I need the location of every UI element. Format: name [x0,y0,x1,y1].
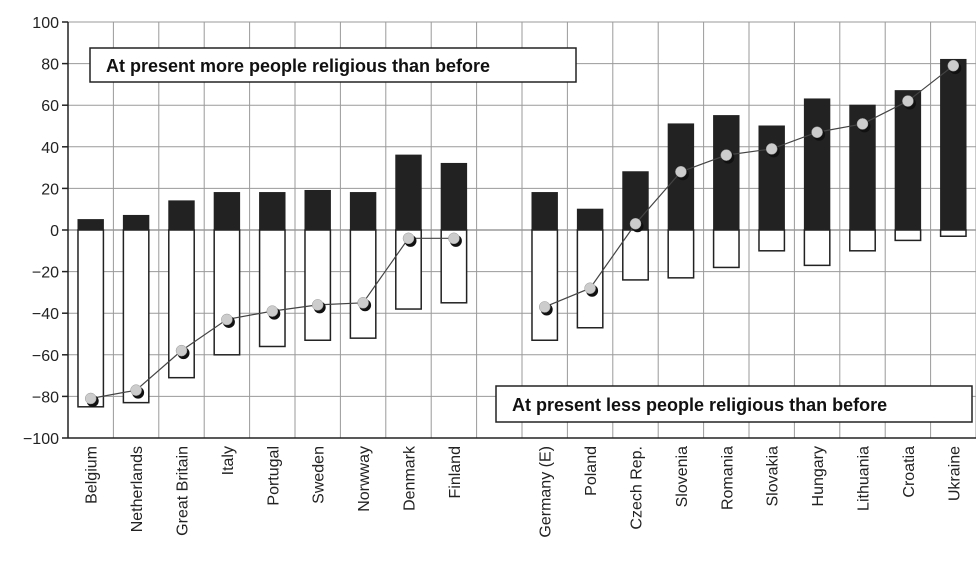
point [266,305,279,317]
x-tick-label: Hungary [810,446,827,506]
y-tick-label: −20 [32,265,59,282]
point [538,301,551,313]
bar-negative [894,229,922,242]
bar-positive [531,192,558,231]
x-tick-label: Great Britain [175,446,192,536]
bar-negative [712,229,740,269]
x-tick-label: Portugal [265,446,282,506]
bar-positive [576,208,604,231]
annotation-top-label: At present more people religious than be… [106,56,490,76]
bar-negative [622,229,649,281]
annotations: At present more people religious than be… [89,47,973,423]
x-axis: Belgium Netherlands Great Britain Italy Port… [68,437,976,538]
x-tick-label: Slovenia [674,446,691,507]
bars [77,58,967,408]
bar-positive [77,219,104,231]
bar-negative [213,229,241,356]
point [175,344,188,357]
bar-positive [758,125,785,231]
x-tick-label: Ukraine [946,446,963,501]
point [720,149,733,161]
bar-negative [258,229,286,348]
y-tick-label: 60 [41,98,59,115]
bar-negative [758,229,786,252]
bar-positive [667,123,695,231]
bar-negative [849,229,876,252]
x-tick-label: Croatia [901,446,918,498]
y-axis: 100 80 60 40 20 0 −20 −40 −60 −80 −100 [23,15,69,448]
point [357,297,369,309]
x-tick-label: Denmark [402,445,419,511]
x-tick-label: Italy [220,446,237,475]
point [311,299,324,311]
gridlines [67,21,976,439]
point [675,166,687,178]
bar-positive [440,162,468,231]
bar-negative [531,229,559,341]
bar-positive [122,214,150,231]
bar-positive [940,58,967,231]
bar-positive [349,192,377,231]
point [629,218,642,230]
annotation-bottom-box [495,385,973,423]
x-tick-label: Belgium [84,446,101,504]
x-tick-label: Netherlands [129,446,146,532]
point [856,118,869,130]
bar-positive [213,192,241,231]
y-tick-label: −100 [23,431,59,448]
point [584,282,596,294]
bar-positive [259,192,286,231]
point [448,232,460,245]
x-tick-label: Finland [447,446,464,498]
y-tick-label: −80 [32,389,59,406]
bar-positive [713,115,740,231]
y-tick-label: 100 [32,15,59,32]
x-tick-label: Germany (E) [538,446,555,538]
point [221,313,233,326]
y-tick-label: 20 [41,181,59,198]
bar-positive [304,189,331,231]
point [765,143,778,155]
bar-negative [349,229,377,339]
annotation-bottom-label: At present less people religious than be… [512,395,887,415]
point [902,95,914,107]
x-tick-label: Poland [583,446,600,496]
net-line-path [544,65,954,308]
y-tick-label: 40 [41,140,59,157]
y-tick-label: −40 [32,306,59,323]
bar-negative [667,229,695,279]
point [130,384,142,396]
net-line [84,59,962,407]
bar-positive [168,200,195,231]
annotation-top-box [89,47,577,83]
bar-negative [77,229,105,408]
point [811,126,823,138]
y-tick-label: −60 [32,348,59,365]
point [84,392,97,405]
bar-positive [894,90,922,231]
bar-negative [939,229,967,237]
x-tick-label: Czech Rep. [629,446,646,530]
bar-negative [803,229,831,267]
x-tick-label: Romania [719,446,736,510]
bar-positive [395,154,422,231]
bar-positive [803,98,831,231]
x-tick-label: Lithuania [856,446,873,511]
point [947,59,960,72]
y-tick-label: 80 [41,57,59,74]
y-tick-label: 0 [50,223,59,240]
bar-negative [304,229,332,341]
x-tick-label: Slovakia [765,446,782,507]
x-tick-label: Norwway [356,446,373,512]
x-tick-label: Sweden [311,446,328,504]
bar-negative [576,229,604,329]
bar-negative [122,229,150,404]
point [402,232,415,245]
